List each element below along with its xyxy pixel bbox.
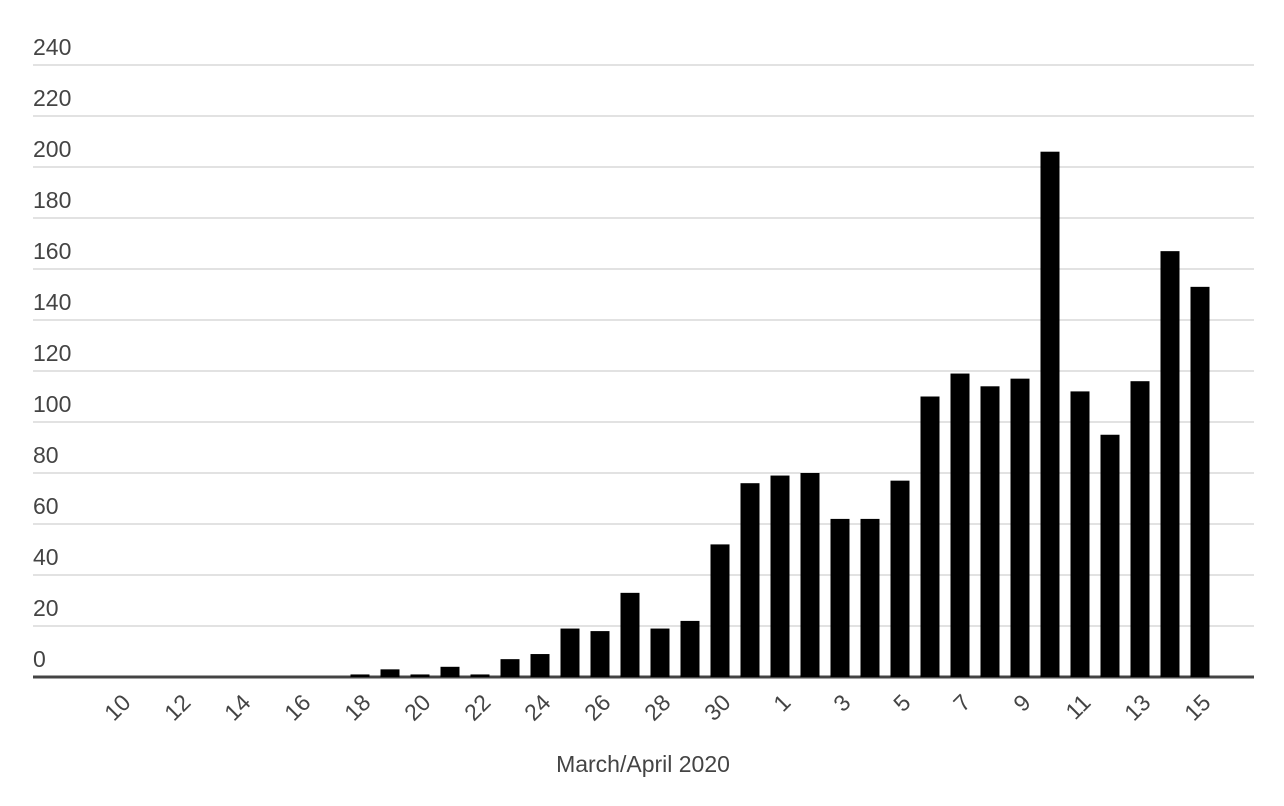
bar	[860, 518, 880, 677]
y-tick-label: 40	[33, 544, 59, 570]
bar	[890, 480, 910, 677]
x-axis-title: March/April 2020	[556, 751, 730, 777]
bar	[350, 674, 370, 677]
x-tick-label: 11	[1060, 689, 1095, 724]
bar	[920, 396, 940, 677]
bar	[470, 674, 490, 677]
y-tick-label: 200	[33, 136, 71, 162]
x-tick-label: 14	[219, 689, 256, 726]
y-tick-label: 100	[33, 391, 71, 417]
y-tick-label: 240	[33, 34, 71, 60]
bar	[410, 674, 430, 677]
bar	[1160, 251, 1180, 677]
bar	[1010, 378, 1030, 677]
bar	[1100, 434, 1120, 677]
bar	[950, 373, 970, 677]
y-tick-label: 160	[33, 238, 71, 264]
bar	[500, 659, 520, 677]
bar	[1130, 381, 1150, 677]
bar	[650, 628, 670, 677]
x-tick-label: 18	[339, 689, 375, 725]
bar	[800, 473, 820, 677]
bar	[560, 628, 580, 677]
y-tick-label: 0	[33, 646, 46, 672]
x-tick-label: 1	[768, 689, 795, 716]
y-tick-label: 60	[33, 493, 59, 519]
bar	[1190, 286, 1210, 677]
x-tick-label: 30	[699, 689, 735, 725]
bar	[380, 669, 400, 677]
y-tick-label: 20	[33, 595, 59, 621]
bar	[1040, 151, 1060, 677]
x-tick-label: 3	[828, 689, 855, 716]
y-tick-label: 120	[33, 340, 71, 366]
x-tick-label: 22	[459, 689, 495, 725]
bar	[830, 518, 850, 677]
x-tick-label: 26	[579, 689, 615, 725]
bar	[980, 386, 1000, 677]
bar	[770, 475, 790, 677]
x-tick-label: 20	[399, 689, 435, 725]
x-tick-label: 7	[948, 689, 975, 716]
y-tick-label: 140	[33, 289, 71, 315]
bar	[740, 483, 760, 677]
bar	[440, 666, 460, 677]
x-tick-label: 10	[99, 689, 135, 725]
x-tick-label: 24	[519, 689, 556, 726]
y-tick-label: 220	[33, 85, 71, 111]
y-tick-label: 180	[33, 187, 71, 213]
bar	[530, 654, 550, 677]
bar	[1070, 391, 1090, 677]
bar	[620, 592, 640, 677]
x-tick-label: 16	[279, 689, 315, 725]
x-tick-label: 15	[1179, 689, 1215, 725]
x-tick-label: 5	[888, 689, 915, 716]
bar	[710, 544, 730, 677]
bar	[590, 631, 610, 677]
bar	[680, 620, 700, 677]
x-tick-label: 12	[159, 689, 195, 725]
x-tick-label: 28	[639, 689, 675, 725]
x-tick-label: 9	[1008, 689, 1035, 716]
x-tick-label: 13	[1119, 689, 1155, 725]
y-tick-label: 80	[33, 442, 59, 468]
